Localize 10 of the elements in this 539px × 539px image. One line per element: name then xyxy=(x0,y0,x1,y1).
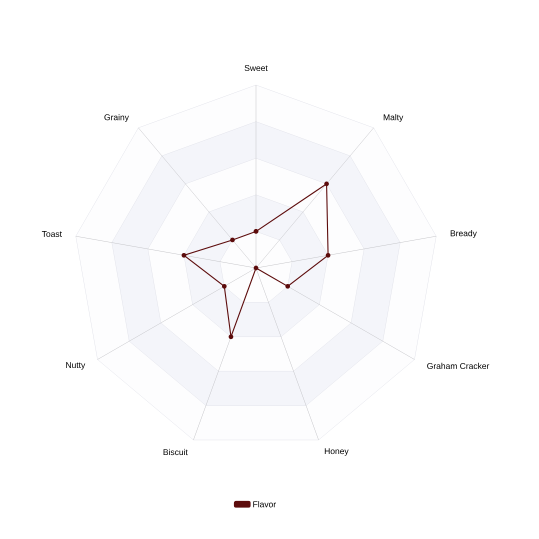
spoke-label: Biscuit xyxy=(164,448,188,456)
spoke-label: Graham Cracker xyxy=(427,362,490,370)
spoke-label: Grainy xyxy=(104,114,129,122)
spoke-label: Malty xyxy=(384,114,404,122)
spoke-label: Honey xyxy=(324,448,349,456)
spoke-label: Nutty xyxy=(66,362,86,370)
spoke-label: Sweet xyxy=(244,65,268,71)
spoke-label: Bready xyxy=(450,230,477,238)
legend-label: Flavor xyxy=(253,501,276,508)
spoke-label: Toast xyxy=(42,231,62,237)
